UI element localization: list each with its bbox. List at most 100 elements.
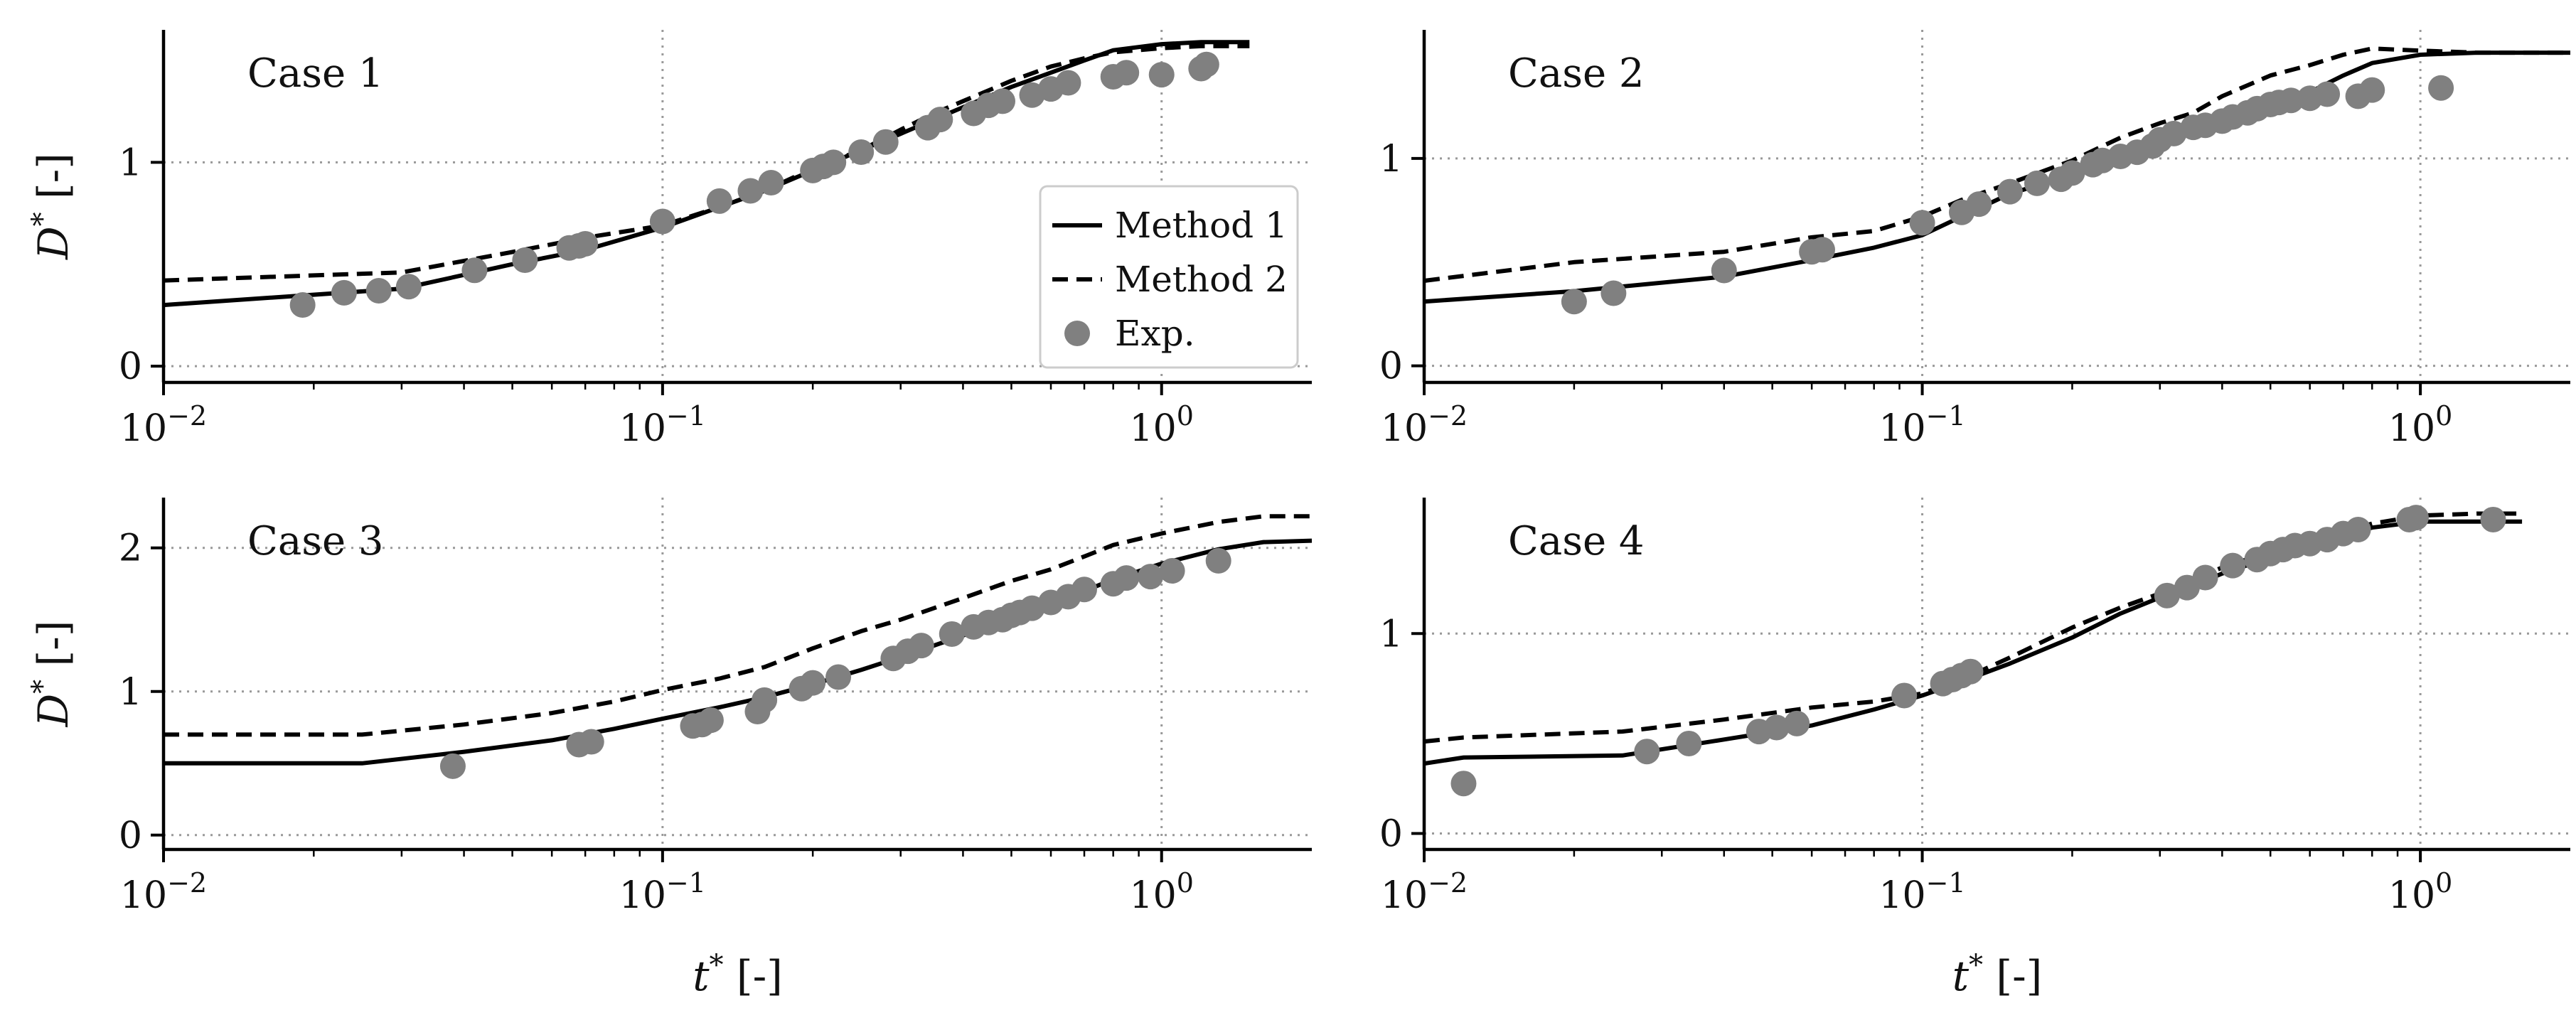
exp-data-point <box>1193 51 1219 77</box>
exp-data-point <box>1784 710 1810 736</box>
exp-data-point <box>908 633 934 659</box>
y-label-superscript: * <box>26 680 59 694</box>
exp-data-point <box>395 274 422 300</box>
exp-data-point <box>1113 60 1140 86</box>
x-tick-base: 10 <box>1381 874 1428 917</box>
x-tick-exponent: 0 <box>1177 867 1194 899</box>
exp-data-point <box>289 292 316 318</box>
exp-data-point <box>1055 70 1081 96</box>
x-tick-exponent: −2 <box>1428 400 1468 431</box>
exp-data-point <box>2428 75 2454 101</box>
y-label-symbol: D <box>29 226 78 260</box>
exp-data-point <box>2059 160 2085 186</box>
x-tick-base: 10 <box>1130 874 1177 917</box>
exp-data-point <box>1997 178 2023 205</box>
y-axis-label: D* [-] <box>26 621 78 728</box>
case-title: Case 3 <box>247 518 384 564</box>
y-label-unit: [-] <box>29 153 78 212</box>
method-2-line <box>1423 46 2570 283</box>
x-tick-label: 10−1 <box>619 867 706 917</box>
x-label-superscript: * <box>710 949 724 982</box>
exp-data-point <box>2161 120 2187 146</box>
y-tick-label: 1 <box>119 141 142 184</box>
exp-data-point <box>2314 81 2341 107</box>
legend: Method 1 Method 2 Exp. <box>1039 185 1299 369</box>
x-tick-base: 10 <box>1878 407 1925 450</box>
exp-data-point <box>2192 564 2218 591</box>
x-tick-label: 10−1 <box>619 400 706 450</box>
x-label-symbol: t <box>693 952 710 1000</box>
x-tick-exponent: −2 <box>167 400 207 431</box>
exp-data-point <box>1763 714 1790 741</box>
x-tick-exponent: −1 <box>1926 867 1966 899</box>
x-tick-base: 10 <box>120 407 167 450</box>
x-tick-base: 10 <box>120 874 167 917</box>
x-tick-label: 100 <box>1130 867 1194 917</box>
exp-data-point <box>2480 506 2506 532</box>
exp-data-point <box>1634 739 1660 765</box>
legend-label: Exp. <box>1115 313 1195 354</box>
y-label-symbol: D <box>29 694 78 728</box>
exp-data-point <box>2278 87 2304 114</box>
exp-data-point <box>1113 565 1140 591</box>
exp-data-point <box>1676 730 1702 756</box>
x-label-superscript: * <box>1969 949 1983 982</box>
exp-data-point <box>939 621 965 647</box>
exp-data-point <box>752 687 778 713</box>
exp-data-point <box>578 729 604 755</box>
exp-data-point <box>800 670 826 696</box>
exp-data-point <box>989 88 1015 114</box>
exp-data-point <box>2154 582 2180 608</box>
exp-data-point <box>331 279 357 306</box>
x-tick-exponent: −1 <box>666 867 706 899</box>
exp-data-point <box>1071 577 1097 603</box>
case-title: Case 4 <box>1508 518 1645 564</box>
x-label-symbol: t <box>1952 952 1970 1000</box>
exp-data-point <box>572 231 599 257</box>
y-label-unit: [-] <box>29 621 78 680</box>
exp-data-point <box>1711 257 1737 284</box>
x-label-unit: [-] <box>724 952 783 1000</box>
exp-data-point <box>1159 558 1185 584</box>
legend-frame <box>1039 185 1299 369</box>
exp-data-point <box>1148 62 1175 88</box>
x-axis-label: t* [-] <box>1952 949 2043 1000</box>
exp-data-point <box>2024 170 2050 196</box>
x-tick-base: 10 <box>2388 874 2435 917</box>
exp-data-point <box>1909 210 1935 236</box>
x-tick-base: 10 <box>2388 407 2435 450</box>
exp-data-point <box>1809 237 1835 263</box>
exp-data-point <box>927 107 953 133</box>
legend-label: Method 1 <box>1115 205 1288 246</box>
exp-data-point <box>365 277 392 304</box>
exp-data-point <box>1957 658 1984 685</box>
legend-label: Method 2 <box>1115 259 1288 300</box>
y-tick-label: 0 <box>119 345 142 388</box>
exp-data-point <box>872 129 899 155</box>
exp-data-point <box>1966 191 1992 218</box>
x-tick-exponent: −1 <box>1926 400 1966 431</box>
x-tick-label: 100 <box>2388 867 2452 917</box>
exp-data-point <box>758 170 784 196</box>
legend-marker-exp <box>1064 321 1090 346</box>
x-tick-exponent: −2 <box>1428 867 1468 899</box>
exp-data-point <box>2345 517 2371 542</box>
case-title: Case 2 <box>1508 50 1645 97</box>
x-tick-base: 10 <box>1130 407 1177 450</box>
exp-data-point <box>1891 682 1918 709</box>
exp-data-point <box>848 139 875 166</box>
x-tick-label: 10−2 <box>1381 867 1468 917</box>
y-axis-label: D* [-] <box>26 153 78 260</box>
exp-data-point <box>1138 564 1164 590</box>
exp-data-point <box>439 753 466 779</box>
exp-data-point <box>2403 505 2429 531</box>
exp-data-point <box>2220 552 2246 579</box>
x-tick-label: 100 <box>2388 400 2452 450</box>
y-tick-label: 0 <box>119 815 142 857</box>
x-tick-label: 10−1 <box>1878 867 1965 917</box>
exp-data-point <box>1450 771 1477 797</box>
x-axis-label: t* [-] <box>693 949 783 1000</box>
